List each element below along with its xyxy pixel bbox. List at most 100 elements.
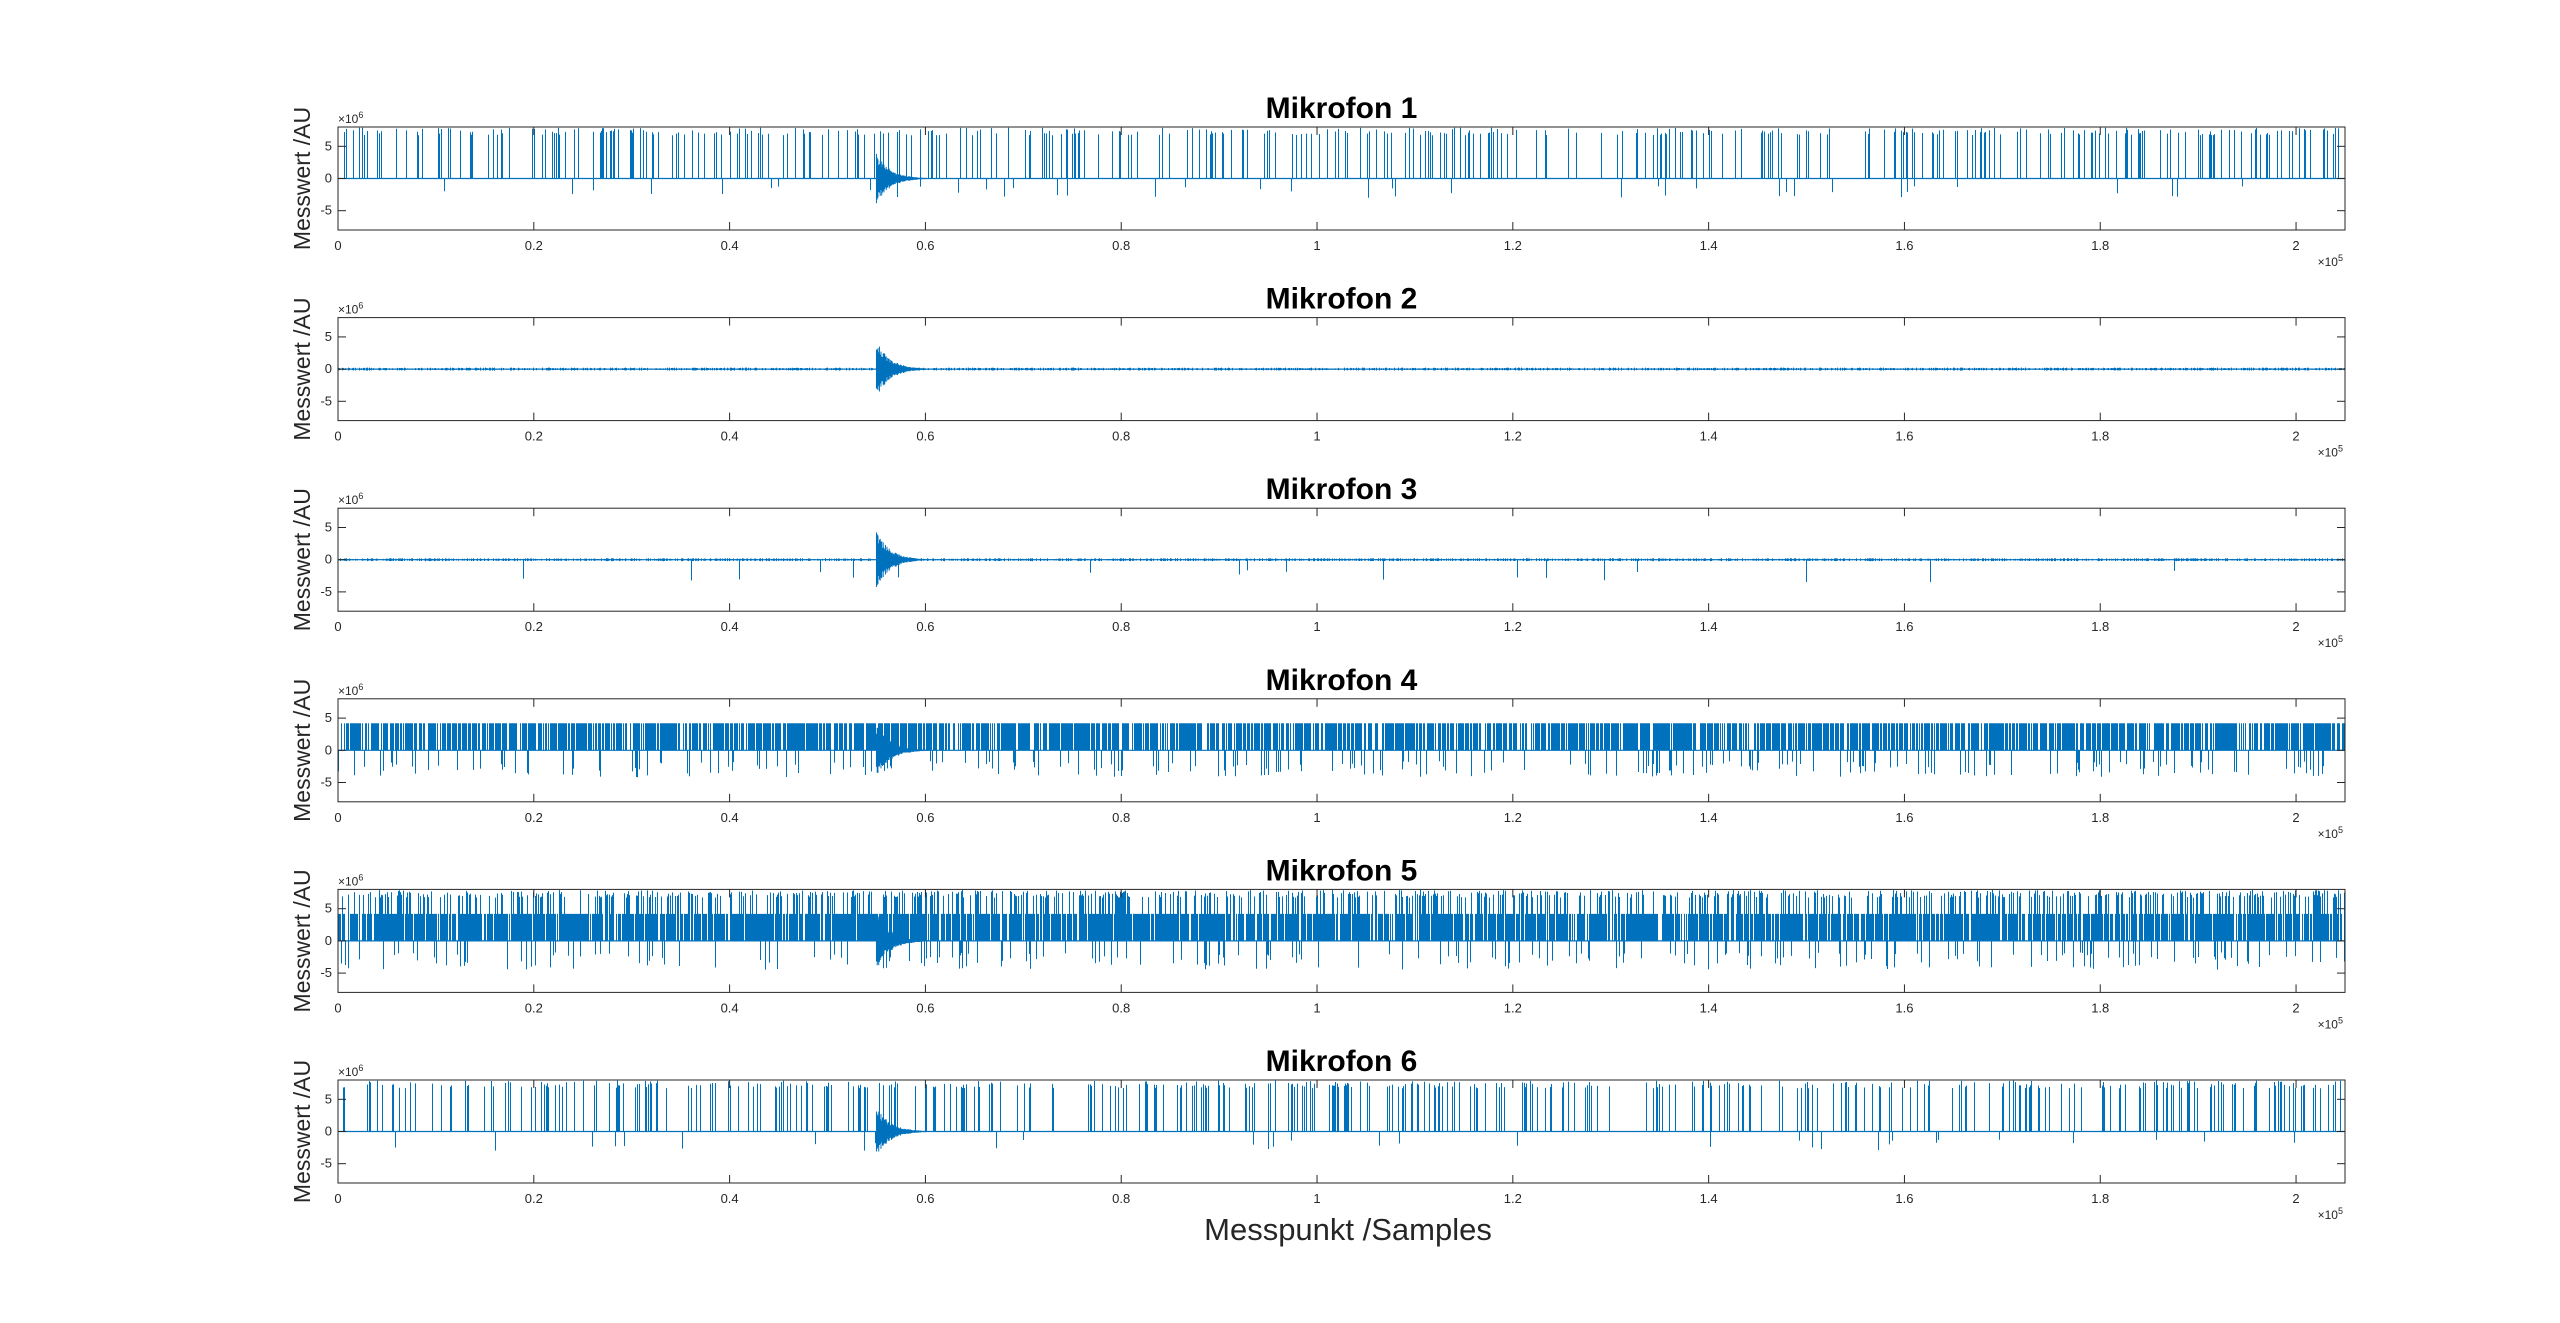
x-tick-label: 1.2 xyxy=(1504,810,1522,825)
y-tick-label: 0 xyxy=(325,171,332,186)
x-tick-label: 2 xyxy=(2292,1000,2299,1015)
y-exponent-label: ×106 xyxy=(338,110,363,126)
x-tick-label: 0.4 xyxy=(721,1000,739,1015)
x-tick-label: 1.2 xyxy=(1504,238,1522,253)
x-tick-label: 2 xyxy=(2292,1191,2299,1206)
x-tick-label: 2 xyxy=(2292,619,2299,634)
x-tick-label: 1 xyxy=(1313,810,1320,825)
x-tick-label: 0.4 xyxy=(721,238,739,253)
x-tick-label: 0.2 xyxy=(525,619,543,634)
y-exponent-value: 6 xyxy=(358,872,363,882)
y-tick-label: 5 xyxy=(325,329,332,344)
x-tick-label: 1 xyxy=(1313,429,1320,444)
signal-series xyxy=(338,127,2345,204)
x-tick-label: 0.4 xyxy=(721,429,739,444)
signal-series xyxy=(338,1080,2345,1152)
y-tick-label: -5 xyxy=(320,965,332,980)
x-tick-label: 1.6 xyxy=(1895,1000,1913,1015)
x-tick-label: 2 xyxy=(2292,429,2299,444)
x-tick-label: 0.6 xyxy=(916,429,934,444)
x-tick-label: 0.6 xyxy=(916,1191,934,1206)
x-tick-label: 1.4 xyxy=(1700,619,1718,634)
subplot-title: Mikrofon 1 xyxy=(1266,92,1418,125)
event-burst xyxy=(875,1111,929,1152)
x-tick-label: 0.6 xyxy=(916,810,934,825)
y-tick-label: 5 xyxy=(325,520,332,535)
y-exponent-label: ×106 xyxy=(338,491,363,507)
subplot-title: Mikrofon 2 xyxy=(1266,283,1418,316)
x-tick-label: 1 xyxy=(1313,1191,1320,1206)
y-tick-label: -5 xyxy=(320,1156,332,1171)
y-exponent-label: ×106 xyxy=(338,1063,363,1079)
x-exponent-value: 5 xyxy=(2338,825,2343,835)
x-tick-label: 0.6 xyxy=(916,619,934,634)
x-tick-label: 1.6 xyxy=(1895,429,1913,444)
subplot-title: Mikrofon 6 xyxy=(1266,1045,1418,1078)
x-tick-label: 0.2 xyxy=(525,238,543,253)
x-axis-label: Messpunkt /Samples xyxy=(1204,1212,1492,1247)
x-tick-label: 1.4 xyxy=(1700,429,1718,444)
x-tick-label: 0 xyxy=(334,238,341,253)
signal-series xyxy=(338,346,2345,392)
x-tick-label: 0.4 xyxy=(721,619,739,634)
y-tick-label: 5 xyxy=(325,710,332,725)
subplot-1: Mikrofon 1 Messwert /AU ×106 0 0.2 0.4 0.6 0.8 1… xyxy=(289,92,2346,269)
x-tick-label: 0.2 xyxy=(525,1000,543,1015)
x-exponent-value: 5 xyxy=(2338,1015,2343,1025)
subplot-stack: Mikrofon 1 Messwert /AU ×106 0 0.2 0.4 0.6 0.8 1… xyxy=(289,92,2346,1222)
x-tick-label: 0.2 xyxy=(525,810,543,825)
x-tick-label: 0.2 xyxy=(525,1191,543,1206)
y-exponent-value: 6 xyxy=(358,110,363,120)
x-tick-label: 0 xyxy=(334,810,341,825)
y-axis-label: Messwert /AU xyxy=(289,107,315,250)
y-exponent-value: 6 xyxy=(358,1063,363,1073)
x-tick-label: 1.2 xyxy=(1504,429,1522,444)
x-tick-label: 1.8 xyxy=(2091,429,2109,444)
x-tick-label: 0.8 xyxy=(1112,1000,1130,1015)
x-tick-label: 1.2 xyxy=(1504,1191,1522,1206)
y-exponent-value: 6 xyxy=(358,682,363,692)
y-axis-label: Messwert /AU xyxy=(289,298,315,441)
x-tick-label: 0 xyxy=(334,619,341,634)
signal-trace xyxy=(343,1080,2341,1151)
x-tick-label: 0.8 xyxy=(1112,1191,1130,1206)
subplot-2: Mikrofon 2 Messwert /AU ×106 0 0.2 0.4 0.6 0.8 1… xyxy=(289,283,2346,460)
x-tick-label: 1 xyxy=(1313,238,1320,253)
x-exponent-label: ×105 xyxy=(2318,253,2343,269)
x-tick-label: 0.6 xyxy=(916,238,934,253)
x-tick-label: 1.2 xyxy=(1504,1000,1522,1015)
event-burst xyxy=(875,727,929,773)
x-tick-label: 1.8 xyxy=(2091,1000,2109,1015)
y-tick-label: 0 xyxy=(325,1124,332,1139)
x-tick-label: 0 xyxy=(334,1191,341,1206)
x-exponent-label: ×105 xyxy=(2318,1015,2343,1031)
signal-series xyxy=(338,723,2345,778)
x-tick-label: 0.8 xyxy=(1112,429,1130,444)
x-exponent-value: 5 xyxy=(2338,634,2343,644)
subplot-5: Mikrofon 5 Messwert /AU ×106 0 0.2 0.4 0.6 0.8 1… xyxy=(289,854,2346,1031)
subplot-3: Mikrofon 3 Messwert /AU ×106 0 0.2 0.4 0.6 0.8 1… xyxy=(289,473,2346,650)
x-tick-label: 1.4 xyxy=(1700,810,1718,825)
y-exponent-value: 6 xyxy=(358,301,363,311)
x-tick-label: 1.8 xyxy=(2091,238,2109,253)
x-tick-label: 0.8 xyxy=(1112,619,1130,634)
x-exponent-value: 5 xyxy=(2338,1206,2343,1216)
x-tick-label: 1.4 xyxy=(1700,1191,1718,1206)
y-axis-label: Messwert /AU xyxy=(289,488,315,631)
y-tick-label: -5 xyxy=(320,774,332,789)
x-tick-label: 0.8 xyxy=(1112,238,1130,253)
y-exponent-label: ×106 xyxy=(338,872,363,888)
y-tick-label: 5 xyxy=(325,1091,332,1106)
x-exponent-label: ×105 xyxy=(2318,1206,2343,1222)
x-tick-label: 1.4 xyxy=(1700,238,1718,253)
event-burst xyxy=(875,153,929,204)
y-tick-label: 0 xyxy=(325,933,332,948)
subplot-6: Mikrofon 6 Messwert /AU ×106 0 0.2 0.4 0.6 0.8 1… xyxy=(289,1045,2346,1222)
subplot-title: Mikrofon 4 xyxy=(1266,664,1418,697)
x-exponent-label: ×105 xyxy=(2318,444,2343,460)
x-tick-label: 0.2 xyxy=(525,429,543,444)
x-tick-label: 1.6 xyxy=(1895,619,1913,634)
y-tick-label: -5 xyxy=(320,393,332,408)
